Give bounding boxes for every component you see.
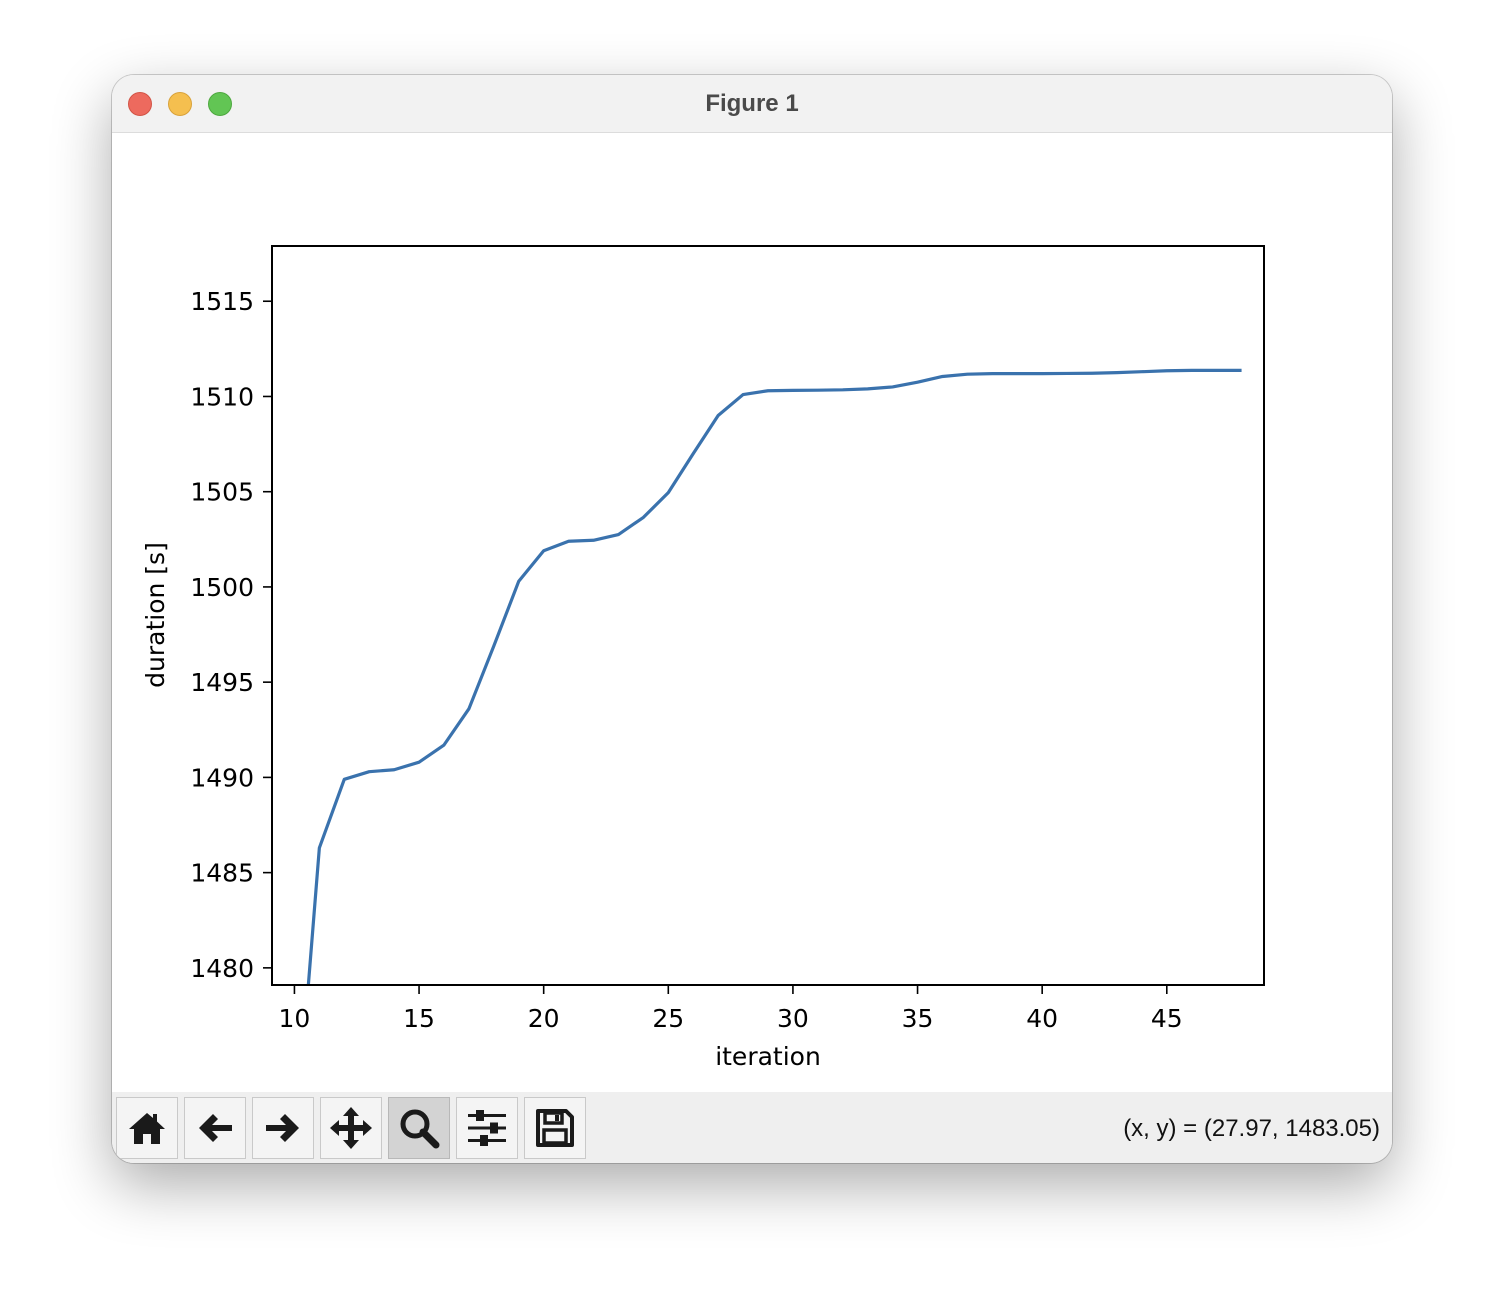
x-tick-label: 20 bbox=[528, 1004, 560, 1033]
close-window-button[interactable] bbox=[128, 92, 152, 116]
magnifier-icon bbox=[400, 1109, 440, 1149]
y-tick-label: 1505 bbox=[190, 478, 254, 507]
y-tick-label: 1510 bbox=[190, 382, 254, 411]
zoom-window-button[interactable] bbox=[208, 92, 232, 116]
y-axis: 1480 1485 1490 1495 1500 1505 1510 1515 bbox=[190, 287, 272, 983]
cursor-coordinates: (x, y) = (27.97, 1483.05) bbox=[1123, 1115, 1380, 1142]
zoom-button[interactable] bbox=[388, 1097, 450, 1159]
minimize-window-button[interactable] bbox=[168, 92, 192, 116]
back-button[interactable] bbox=[184, 1097, 246, 1159]
y-tick-label: 1480 bbox=[190, 954, 254, 983]
x-tick-label: 10 bbox=[279, 1004, 311, 1033]
plot-frame bbox=[271, 245, 1265, 986]
navigation-toolbar: (x, y) = (27.97, 1483.05) bbox=[112, 1092, 1392, 1163]
x-tick-label: 15 bbox=[403, 1004, 435, 1033]
configure-subplots-button[interactable] bbox=[456, 1097, 518, 1159]
arrow-right-icon bbox=[266, 1114, 299, 1142]
title-bar[interactable]: Figure 1 bbox=[112, 75, 1392, 133]
home-button[interactable] bbox=[116, 1097, 178, 1159]
y-tick-label: 1490 bbox=[190, 763, 254, 792]
y-axis-label: duration [s] bbox=[141, 542, 170, 688]
window-title: Figure 1 bbox=[705, 90, 799, 117]
floppy-disk-icon bbox=[536, 1109, 574, 1147]
x-tick-label: 25 bbox=[652, 1004, 684, 1033]
home-icon bbox=[129, 1113, 165, 1144]
x-tick-label: 35 bbox=[902, 1004, 934, 1033]
x-tick-label: 40 bbox=[1026, 1004, 1058, 1033]
y-tick-label: 1485 bbox=[190, 859, 254, 888]
figure-window: Figure 1 1480 1485 1490 1495 1500 1505 1510 151… bbox=[112, 75, 1392, 1163]
sliders-icon bbox=[468, 1110, 506, 1146]
pan-button[interactable] bbox=[320, 1097, 382, 1159]
line-chart: 1480 1485 1490 1495 1500 1505 1510 1515 10 15 20 2… bbox=[141, 245, 1265, 1071]
forward-button[interactable] bbox=[252, 1097, 314, 1159]
y-tick-label: 1515 bbox=[190, 287, 254, 316]
x-axis-label: iteration bbox=[715, 1042, 821, 1071]
y-tick-label: 1495 bbox=[190, 668, 254, 697]
figure-canvas[interactable]: 1480 1485 1490 1495 1500 1505 1510 1515 10 15 20 2… bbox=[112, 133, 1392, 1092]
x-axis: 10 15 20 25 30 35 40 45 bbox=[279, 985, 1183, 1033]
save-button[interactable] bbox=[524, 1097, 586, 1159]
move-icon bbox=[330, 1107, 372, 1149]
x-tick-label: 30 bbox=[777, 1004, 809, 1033]
arrow-left-icon bbox=[199, 1114, 232, 1142]
x-tick-label: 45 bbox=[1151, 1004, 1183, 1033]
y-tick-label: 1500 bbox=[190, 573, 254, 602]
series-line bbox=[306, 368, 1242, 985]
